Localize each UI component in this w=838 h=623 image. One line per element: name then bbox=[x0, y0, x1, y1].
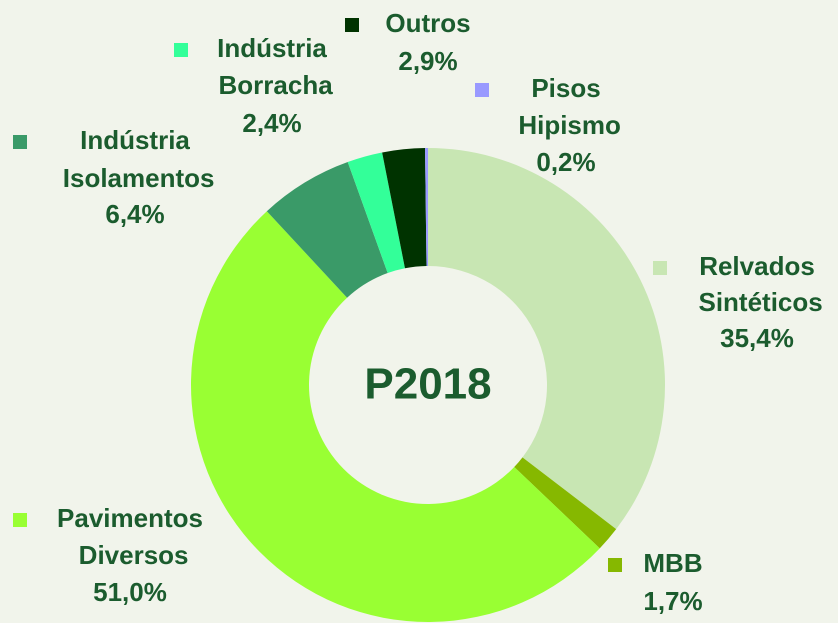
legend-swatch bbox=[174, 43, 188, 57]
slice-value-label: 0,2% bbox=[536, 147, 595, 177]
slice-label: Pavimentos Diversos bbox=[57, 503, 203, 570]
slice-value-label: 2,4% bbox=[242, 108, 301, 138]
legend-swatch bbox=[13, 135, 27, 149]
donut-slice bbox=[425, 148, 428, 267]
slice-label: Indústria Borracha bbox=[211, 33, 333, 100]
slice-value-label: 6,4% bbox=[105, 199, 164, 229]
donut-slice bbox=[382, 148, 427, 269]
donut-slice bbox=[190, 211, 600, 623]
slice-label: Relvados Sintéticos bbox=[691, 251, 822, 317]
slice-label: Pisos Hipismo bbox=[511, 73, 621, 140]
slice-label: Outros bbox=[385, 8, 470, 38]
slice-value-label: 51,0% bbox=[93, 577, 167, 607]
donut-slice bbox=[514, 457, 617, 549]
donut-slice bbox=[347, 152, 405, 274]
legend-swatch bbox=[475, 83, 489, 97]
legend-swatch bbox=[345, 18, 359, 32]
donut-slice bbox=[428, 148, 665, 530]
legend-swatch bbox=[608, 558, 622, 572]
center-label: P2018 bbox=[364, 360, 491, 409]
legend-swatch bbox=[13, 513, 27, 527]
legend-swatch bbox=[653, 261, 667, 275]
slice-label: Indústria Isolamentos bbox=[56, 125, 215, 193]
slice-value-label: 1,7% bbox=[643, 586, 702, 616]
slice-value-label: 35,4% bbox=[720, 323, 794, 353]
slice-label: MBB bbox=[643, 548, 702, 578]
donut-slice bbox=[266, 162, 388, 298]
slice-value-label: 2,9% bbox=[398, 46, 457, 76]
